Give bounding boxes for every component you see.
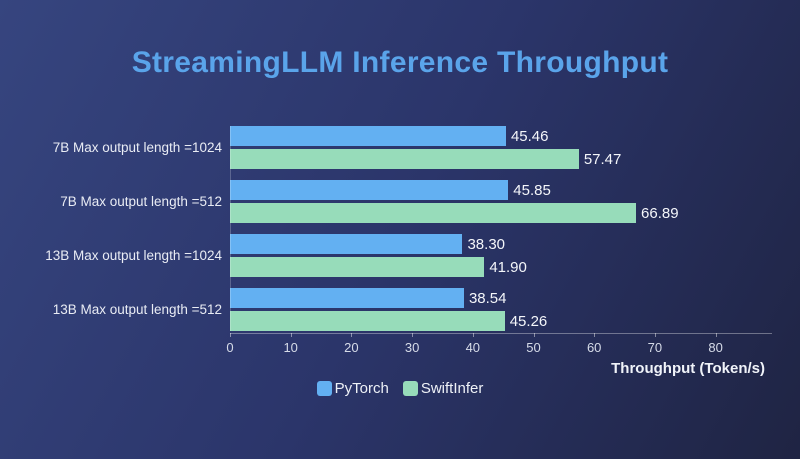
x-axis-tick-label: 40 xyxy=(465,340,481,355)
chart-title: StreamingLLM Inference Throughput xyxy=(131,46,669,79)
plot-groups: 7B Max output length =1024 45.46 57.47 7B M… xyxy=(0,126,800,331)
x-axis-tick-label: 10 xyxy=(283,340,298,355)
x-axis-tick-label: 20 xyxy=(344,340,359,355)
legend-label: PyTorch xyxy=(334,380,389,397)
x-axis-tick xyxy=(230,333,231,337)
x-axis-tick xyxy=(594,333,596,337)
bar-swiftinfer xyxy=(230,149,579,169)
bar-row: 45.85 xyxy=(230,180,800,200)
x-axis-tick-label: 80 xyxy=(708,340,723,355)
bar-group: 13B Max output length =512 38.54 45.26 xyxy=(0,288,800,331)
bar-value-label: 66.89 xyxy=(641,204,679,222)
x-axis-tick-label: 60 xyxy=(586,340,602,355)
legend-swatch xyxy=(316,381,332,396)
x-axis-tick xyxy=(290,333,292,337)
x-axis-tick-label: 0 xyxy=(226,340,234,355)
x-axis: Throughput (Token/s) PyTorch SwiftInfer 0… xyxy=(0,333,800,445)
bar-row: 45.26 xyxy=(230,311,800,331)
x-axis-tick xyxy=(533,333,535,337)
bar-value-label: 45.26 xyxy=(509,312,548,330)
bar-swiftinfer xyxy=(230,311,505,331)
bar-pair: 38.54 45.26 xyxy=(230,288,800,331)
category-label: 7B Max output length =1024 xyxy=(52,140,222,155)
bar-row: 57.47 xyxy=(230,149,800,169)
x-axis-title: Throughput (Token/s) xyxy=(611,360,765,377)
bar-pytorch xyxy=(230,234,463,254)
bar-row: 66.89 xyxy=(230,203,800,223)
bar-value-label: 38.54 xyxy=(468,289,507,307)
legend-label: SwiftInfer xyxy=(420,380,484,397)
x-axis-line xyxy=(230,333,772,334)
x-axis-tick xyxy=(472,333,474,337)
bar-group: 13B Max output length =1024 38.30 41.90 xyxy=(0,234,800,277)
bar-row: 41.90 xyxy=(230,257,800,277)
legend-item-swiftinfer: SwiftInfer xyxy=(402,380,484,397)
bar-row: 45.46 xyxy=(230,126,800,146)
bar-value-label: 41.90 xyxy=(489,258,527,276)
bar-swiftinfer xyxy=(230,257,485,277)
x-axis-tick xyxy=(715,333,717,337)
plot-area: 7B Max output length =1024 45.46 57.47 7B M… xyxy=(0,126,800,445)
category-label: 7B Max output length =512 xyxy=(60,194,222,209)
x-axis-tick-label: 30 xyxy=(404,340,420,355)
x-axis-tick xyxy=(351,333,353,337)
bar-value-label: 38.30 xyxy=(467,235,506,253)
category-label: 13B Max output length =512 xyxy=(52,302,222,317)
bar-pair: 38.30 41.90 xyxy=(230,234,800,277)
category-label: 13B Max output length =1024 xyxy=(45,248,222,263)
bar-pair: 45.85 66.89 xyxy=(230,180,800,223)
bar-pytorch xyxy=(230,180,509,200)
bar-swiftinfer xyxy=(230,203,637,223)
legend: PyTorch SwiftInfer xyxy=(0,380,800,397)
bar-value-label: 45.85 xyxy=(513,181,551,199)
legend-swatch xyxy=(402,381,418,396)
bar-group: 7B Max output length =1024 45.46 57.47 xyxy=(0,126,800,169)
bar-pytorch xyxy=(230,126,506,146)
x-axis-tick xyxy=(412,333,414,337)
bar-row: 38.54 xyxy=(230,288,800,308)
bar-value-label: 45.46 xyxy=(510,127,549,145)
bar-pair: 45.46 57.47 xyxy=(230,126,800,169)
x-axis-tick-label: 50 xyxy=(526,340,541,355)
bar-pytorch xyxy=(230,288,464,308)
bar-group: 7B Max output length =512 45.85 66.89 xyxy=(0,180,800,223)
bar-value-label: 57.47 xyxy=(583,150,622,168)
y-axis-line xyxy=(230,126,231,331)
legend-item-pytorch: PyTorch xyxy=(316,380,389,397)
x-axis-tick-label: 70 xyxy=(647,340,663,355)
x-axis-tick xyxy=(654,333,656,337)
bar-row: 38.30 xyxy=(230,234,800,254)
